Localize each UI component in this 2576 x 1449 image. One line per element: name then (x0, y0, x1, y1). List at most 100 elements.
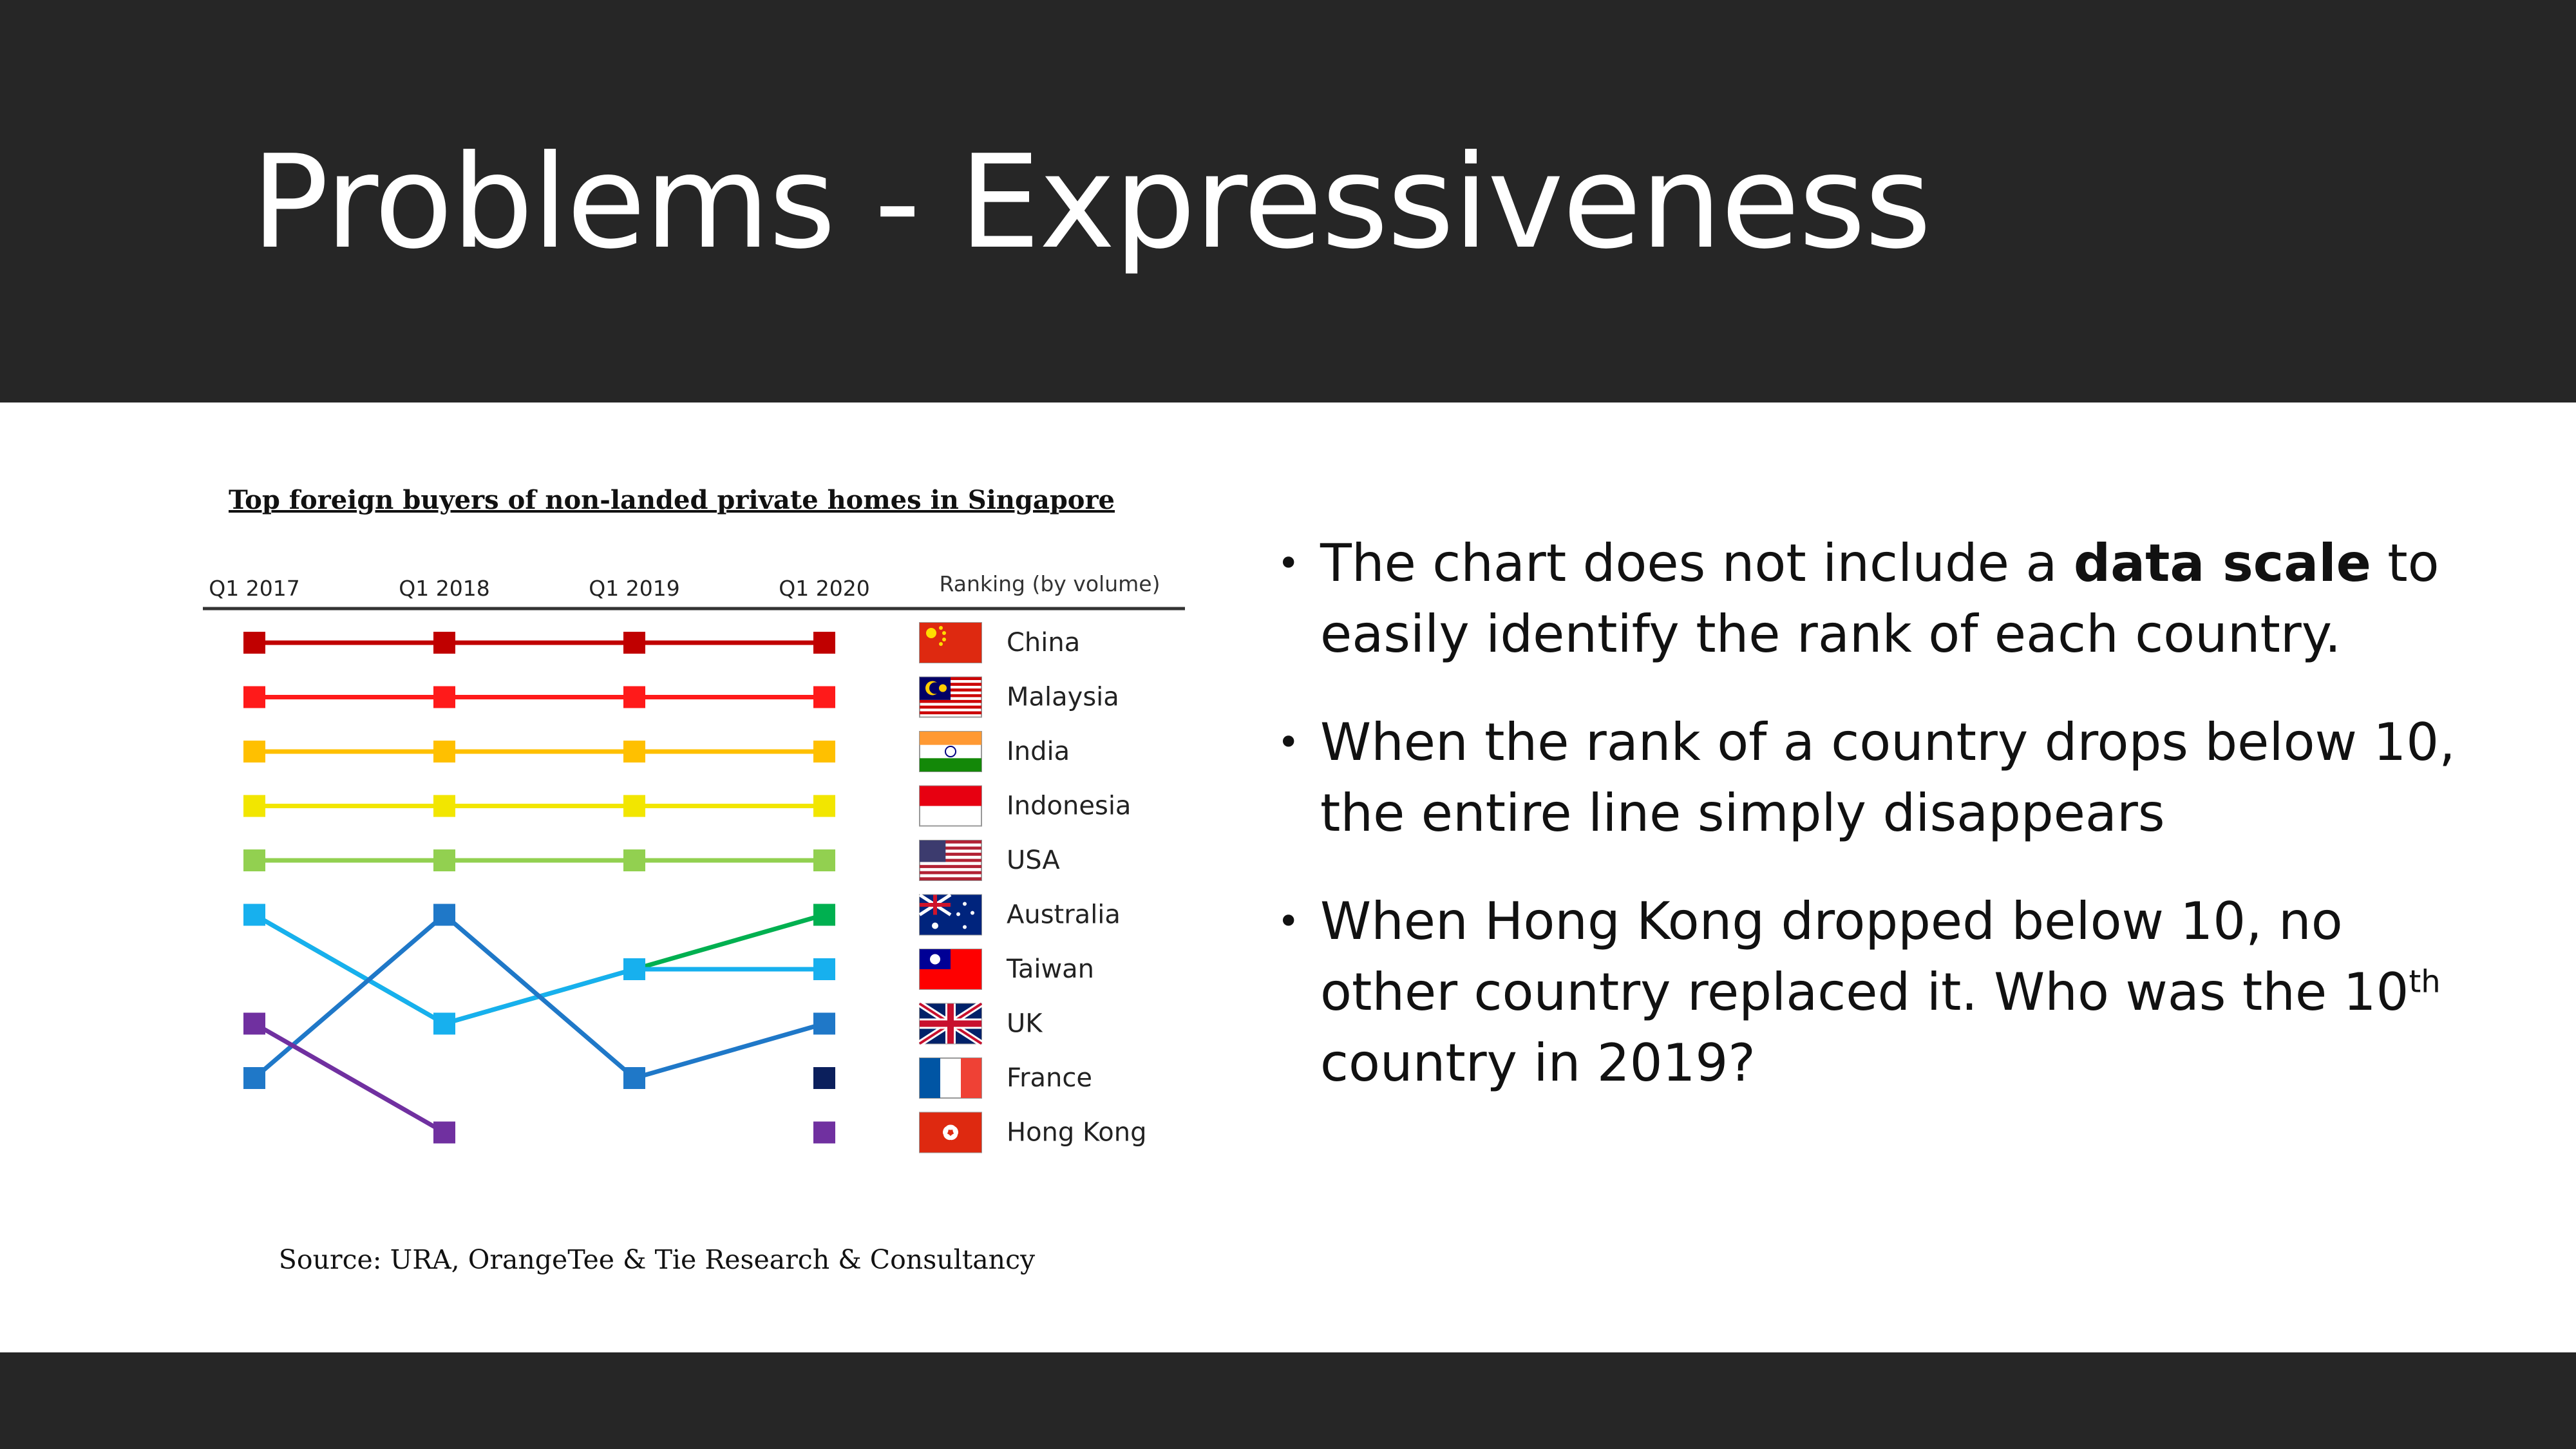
data-point (813, 958, 835, 980)
flag-wheel (945, 746, 956, 757)
legend-label: Indonesia (1007, 791, 1131, 821)
flag-star (963, 902, 967, 906)
data-point (813, 632, 835, 654)
bullet-item: When Hong Kong dropped below 10, no othe… (1272, 886, 2496, 1099)
flag-stripe (920, 871, 981, 875)
flag-sun (930, 954, 940, 965)
flag-cross (920, 903, 951, 907)
data-point (433, 1012, 455, 1035)
flag-star (939, 642, 943, 646)
flag-stripe (961, 1058, 981, 1098)
taiwan-flag-icon (919, 949, 982, 990)
legend: China Malaysia India Indonesia USA Australia T… (918, 622, 1146, 1153)
data-point (433, 849, 455, 871)
data-point (623, 958, 645, 980)
flag-star (971, 911, 974, 915)
hong-kong-flag-icon (919, 1112, 982, 1153)
flag-stripe (920, 858, 981, 862)
data-point (623, 741, 645, 762)
data-point (623, 686, 645, 708)
bullet-text: country in 2019? (1320, 1033, 1756, 1093)
india-flag-icon (919, 731, 982, 772)
flag-petal (943, 1126, 949, 1135)
data-point (813, 904, 835, 926)
x-tick-label: Q1 2017 (209, 576, 299, 601)
flag-star (932, 922, 938, 929)
slide-title: Problems - Expressiveness (251, 128, 1931, 278)
bullet-superscript: th (2409, 963, 2441, 1000)
flag-stripe (920, 699, 981, 703)
ranking-chart: Top foreign buyers of non-landed private… (203, 485, 1185, 1275)
x-tick-label: Q1 2018 (399, 576, 489, 601)
flag-stripe (920, 877, 981, 880)
series-line (252, 913, 447, 1081)
slide-header: Problems - Expressiveness (0, 0, 2576, 402)
indonesia-flag-icon (919, 785, 982, 827)
flag-star (926, 628, 936, 638)
flag-stripe (920, 732, 981, 745)
data-point (813, 741, 835, 762)
flag-star (939, 626, 943, 630)
data-point (433, 795, 455, 817)
legend-label: Hong Kong (1007, 1118, 1146, 1148)
flag-petal (949, 1133, 958, 1141)
legend-label: China (1007, 628, 1080, 658)
flag-field (920, 1112, 981, 1153)
flag-star (956, 912, 960, 916)
flag-stripe (920, 758, 981, 772)
data-point (243, 849, 265, 871)
series-line (252, 1021, 447, 1135)
series-line (442, 913, 637, 1081)
flag-stripe (920, 840, 981, 844)
data-point (433, 904, 455, 926)
china-flag-icon (919, 622, 982, 663)
data-point (433, 632, 455, 654)
data-point (243, 1067, 265, 1089)
bullet-item: The chart does not include a data scale … (1272, 528, 2496, 670)
data-point (813, 795, 835, 817)
data-point (813, 686, 835, 708)
legend-label: Malaysia (1007, 683, 1119, 712)
usa-flag-icon (919, 840, 982, 881)
series-lines (252, 640, 827, 1135)
flag-stripe (920, 705, 981, 709)
legend-label: India (1007, 737, 1070, 766)
data-point (243, 686, 265, 708)
flag-stripe (920, 711, 981, 715)
data-point (243, 632, 265, 654)
flag-star (939, 684, 947, 692)
data-point (243, 741, 265, 762)
uk-flag-icon (918, 1001, 983, 1046)
malaysia-flag-icon (919, 676, 982, 718)
series-line (252, 913, 447, 1026)
legend-label: Australia (1007, 900, 1121, 930)
data-point (623, 849, 645, 871)
flag-star (963, 925, 967, 929)
flag-cross (920, 1020, 981, 1027)
data-point (813, 1121, 835, 1144)
data-point (433, 741, 455, 762)
x-tick-label: Q1 2019 (589, 576, 679, 601)
data-point (433, 1121, 455, 1144)
flag-petal (952, 1126, 958, 1135)
flag-stripe (920, 865, 981, 868)
series-line (632, 913, 827, 972)
australia-flag-icon (918, 893, 982, 936)
chart-source: Source: URA, OrangeTee & Tie Research & … (279, 1244, 1036, 1275)
bullet-item: When the rank of a country drops below 1… (1272, 707, 2496, 849)
flag-stripe (920, 786, 981, 806)
x-axis: Q1 2017 Q1 2018 Q1 2019 Q1 2020 (209, 576, 869, 601)
france-flag-icon (919, 1057, 982, 1099)
data-point (623, 795, 645, 817)
legend-title: Ranking (by volume) (940, 571, 1160, 596)
flag-stripe (920, 853, 981, 856)
bullet-bold-text: data scale (2073, 533, 2371, 593)
slide-footer (0, 1352, 2576, 1449)
data-point (813, 1012, 835, 1035)
legend-label: UK (1007, 1009, 1043, 1039)
legend-label: Taiwan (1006, 954, 1094, 984)
data-point (433, 686, 455, 708)
legend-label: France (1007, 1063, 1092, 1093)
flag-star (942, 631, 946, 635)
data-point (623, 632, 645, 654)
